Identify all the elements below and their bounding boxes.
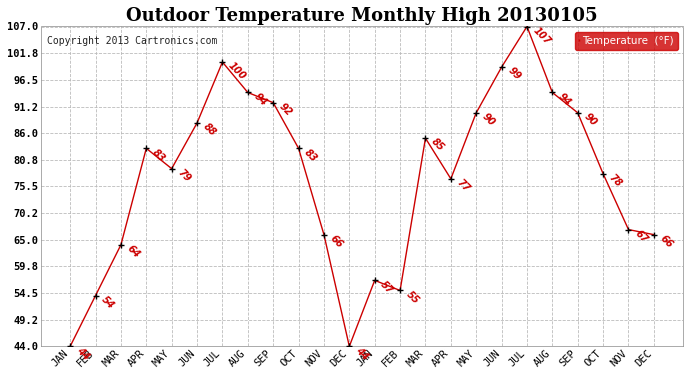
Text: 44: 44	[353, 345, 370, 362]
Text: 100: 100	[226, 61, 248, 82]
Text: 99: 99	[506, 66, 522, 82]
Text: 57: 57	[379, 279, 395, 296]
Title: Outdoor Temperature Monthly High 20130105: Outdoor Temperature Monthly High 2013010…	[126, 7, 598, 25]
Text: 66: 66	[328, 233, 345, 250]
Text: 54: 54	[99, 294, 117, 311]
Text: 107: 107	[531, 25, 553, 46]
Text: 67: 67	[633, 228, 649, 245]
Text: 90: 90	[582, 111, 598, 128]
Text: 78: 78	[607, 172, 624, 189]
Text: 83: 83	[303, 147, 319, 164]
Text: 83: 83	[150, 147, 167, 164]
Text: 92: 92	[277, 101, 294, 118]
Text: 90: 90	[480, 111, 497, 128]
Text: 85: 85	[430, 137, 446, 153]
Text: 44: 44	[75, 345, 91, 362]
Text: 64: 64	[125, 243, 141, 260]
Text: 66: 66	[658, 233, 675, 250]
Legend: Temperature  (°F): Temperature (°F)	[575, 32, 678, 50]
Text: 79: 79	[176, 167, 193, 184]
Text: Copyright 2013 Cartronics.com: Copyright 2013 Cartronics.com	[48, 36, 218, 46]
Text: 94: 94	[252, 91, 268, 108]
Text: 88: 88	[201, 122, 218, 138]
Text: 94: 94	[557, 91, 573, 108]
Text: 77: 77	[455, 177, 472, 194]
Text: 55: 55	[404, 289, 421, 306]
